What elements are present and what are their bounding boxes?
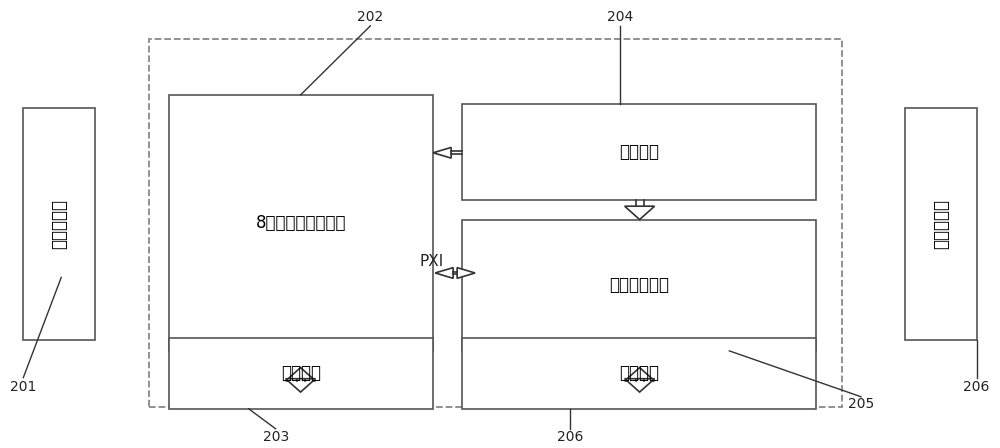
Text: PXI: PXI — [420, 254, 444, 269]
Bar — [23, 108, 95, 340]
Text: 204: 204 — [607, 10, 633, 24]
Text: 触发模块: 触发模块 — [281, 364, 321, 382]
Bar — [169, 95, 433, 351]
Text: 后面板端口: 后面板端口 — [932, 199, 950, 249]
Text: 202: 202 — [357, 10, 383, 24]
Bar — [462, 220, 816, 351]
Bar — [149, 39, 842, 406]
Bar — [905, 108, 977, 340]
Text: 嵌入式核心板: 嵌入式核心板 — [609, 276, 669, 294]
Polygon shape — [435, 267, 453, 278]
Polygon shape — [286, 379, 316, 392]
Text: 存储模块: 存储模块 — [619, 364, 659, 382]
Text: 205: 205 — [848, 397, 874, 411]
Polygon shape — [625, 206, 655, 220]
Text: 电源模块: 电源模块 — [619, 142, 659, 161]
Text: 206: 206 — [557, 430, 583, 444]
Text: 206: 206 — [963, 379, 990, 393]
Polygon shape — [625, 368, 655, 381]
Text: 8通道同步采集模块: 8通道同步采集模块 — [256, 214, 346, 232]
Bar — [462, 104, 816, 199]
Polygon shape — [286, 368, 316, 381]
Polygon shape — [433, 147, 451, 158]
Text: 前面板端口: 前面板端口 — [50, 199, 68, 249]
Polygon shape — [457, 267, 475, 278]
Bar — [169, 337, 433, 409]
Bar — [462, 337, 816, 409]
Polygon shape — [625, 379, 655, 392]
Text: 201: 201 — [10, 379, 37, 393]
Text: 203: 203 — [263, 430, 289, 444]
